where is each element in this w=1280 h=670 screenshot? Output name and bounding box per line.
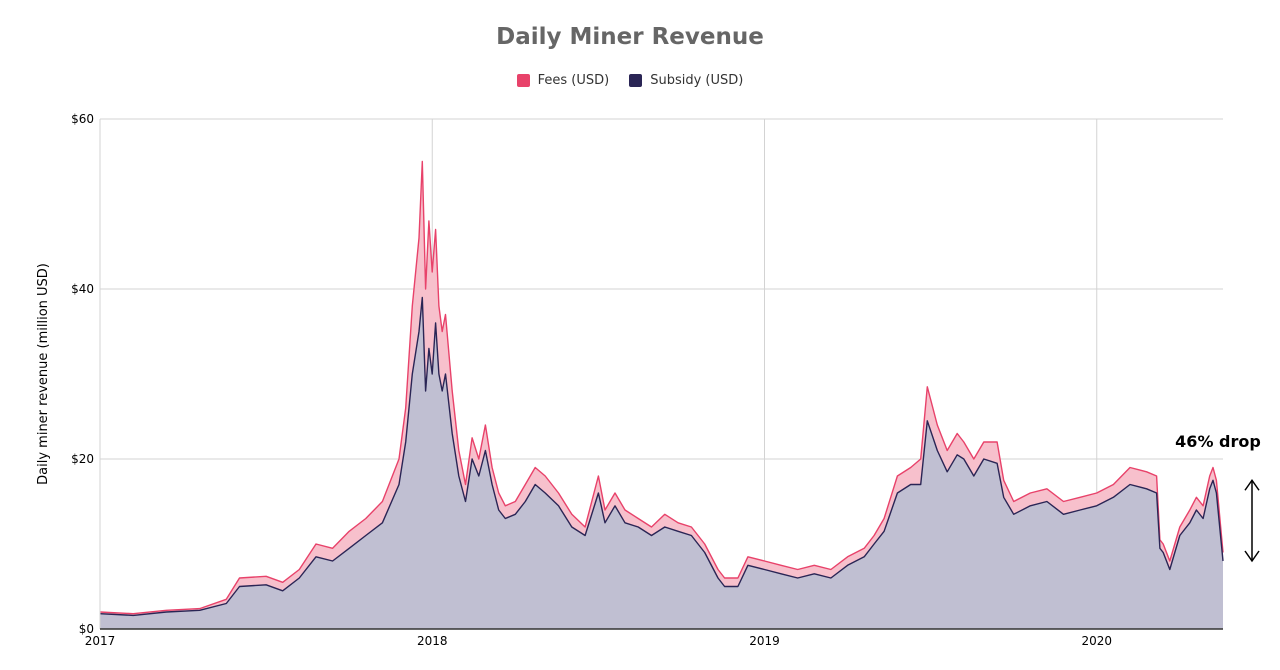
x-tick-label: 2018: [417, 634, 448, 648]
annotation: 46% drop: [1175, 432, 1261, 563]
series-areas: [99, 160, 1224, 629]
legend: Fees (USD) Subsidy (USD): [0, 73, 1260, 88]
legend-swatch-subsidy: [629, 74, 643, 87]
area-subsidy: [100, 297, 1223, 629]
chart-title: Daily Miner Revenue: [496, 24, 764, 50]
annotation-arrowhead-top: [1244, 478, 1260, 491]
legend-item-subsidy[interactable]: Subsidy (USD): [629, 73, 743, 88]
legend-swatch-fees: [516, 74, 530, 87]
legend-label-fees: Fees (USD): [537, 73, 610, 88]
line-subsidy: [99, 296, 1224, 617]
annotation-label: 46% drop: [1175, 432, 1261, 451]
x-tick-label: 2017: [85, 634, 116, 648]
x-tick-label: 2020: [1081, 634, 1112, 648]
axes: $0 $20 $40 $60 2017 2018 2019 2020: [71, 112, 1223, 648]
y-tick-label: $40: [71, 282, 94, 296]
y-tick-label: $60: [71, 112, 94, 126]
y-axis-title: Daily miner revenue (million USD): [36, 263, 51, 485]
legend-label-subsidy: Subsidy (USD): [650, 73, 744, 88]
annotation-arrowhead-bottom: [1244, 550, 1260, 563]
line-fees: [99, 160, 1224, 615]
y-tick-label: $20: [71, 452, 94, 466]
legend-item-fees[interactable]: Fees (USD): [516, 73, 610, 88]
x-tick-label: 2019: [749, 634, 780, 648]
y-tick-label: $0: [79, 622, 94, 636]
